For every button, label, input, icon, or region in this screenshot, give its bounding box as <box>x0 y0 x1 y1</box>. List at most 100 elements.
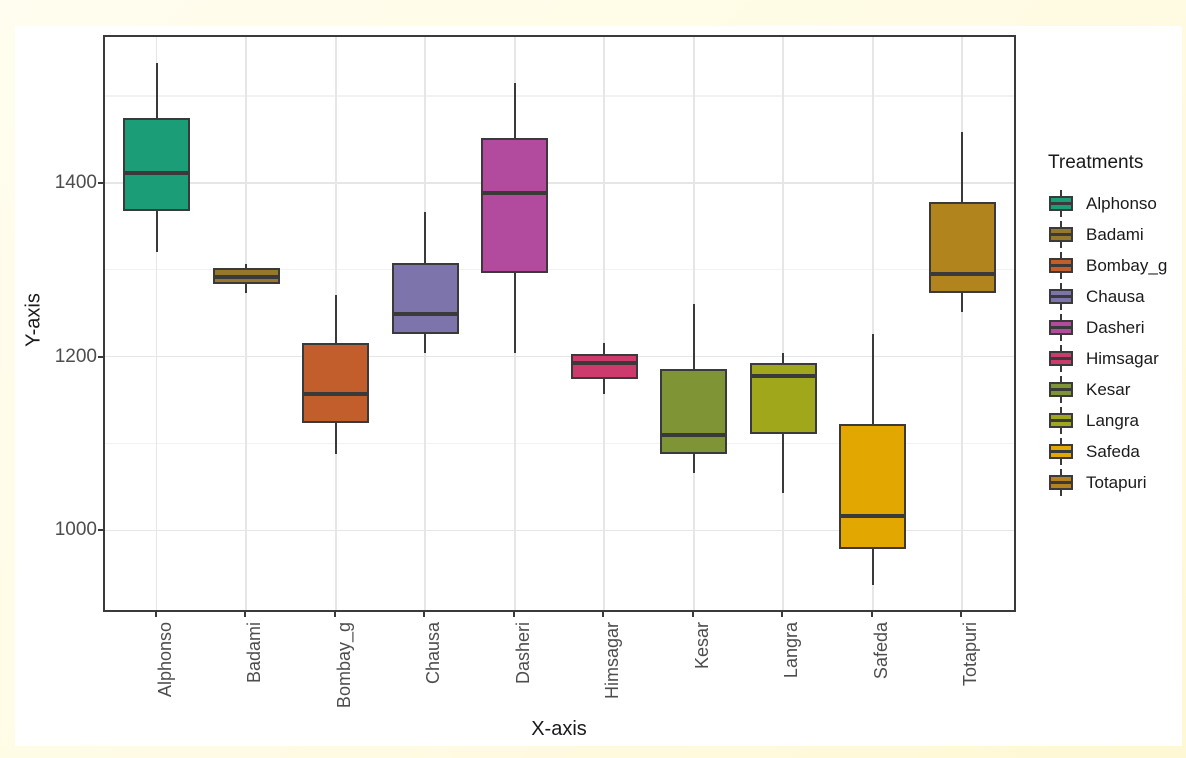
box-Kesar <box>660 368 728 454</box>
gridline-minor-1300 <box>105 269 1014 271</box>
legend-median-icon <box>1051 264 1071 267</box>
median-line-Dasheri <box>483 191 547 196</box>
box-Safeda <box>839 424 907 549</box>
legend-item-Badami: Badami <box>1046 219 1186 250</box>
legend-key-Safeda <box>1049 438 1073 465</box>
x-tick-label-Dasheri: Dasheri <box>512 622 533 685</box>
x-tick-Badami <box>244 612 247 617</box>
x-tick-label-Alphonso: Alphonso <box>154 622 175 698</box>
legend-key-Bombay_g <box>1049 252 1073 279</box>
chart-figure: 1000 1200 1400 Alphonso Badami Bombay_g Chausa… <box>15 26 1182 746</box>
legend-items: Alphonso Badami Bombay_g Chausa Dasheri Himsa… <box>1046 188 1186 498</box>
legend-item-Chausa: Chausa <box>1046 281 1186 312</box>
gridline-category-Totapuri <box>961 37 964 610</box>
y-axis-title: Y-axis <box>22 293 45 347</box>
legend-key-Dasheri <box>1049 314 1073 341</box>
legend-median-icon <box>1051 481 1071 484</box>
x-tick-Chausa <box>423 612 426 617</box>
x-tick-Dasheri <box>512 612 515 617</box>
median-line-Badami <box>214 274 278 279</box>
legend-key-Kesar <box>1049 376 1073 403</box>
legend-label-Alphonso: Alphonso <box>1086 193 1157 213</box>
legend-median-icon <box>1051 233 1071 236</box>
gridline-category-Himsagar <box>603 37 606 610</box>
x-tick-label-Langra: Langra <box>781 622 802 679</box>
y-tick-label-1400: 1400 <box>54 171 97 193</box>
legend-label-Bombay_g: Bombay_g <box>1086 255 1168 275</box>
x-tick-Alphonso <box>154 612 157 617</box>
legend-item-Alphonso: Alphonso <box>1046 188 1186 219</box>
legend-median-icon <box>1051 357 1071 360</box>
gridline-minor-1500 <box>105 95 1014 97</box>
legend-median-icon <box>1051 202 1071 205</box>
gridline-category-Langra <box>782 37 785 610</box>
gridline-category-Safeda <box>871 37 874 610</box>
gridline-major-1200 <box>105 355 1014 358</box>
median-line-Alphonso <box>125 171 189 176</box>
legend-key-Langra <box>1049 407 1073 434</box>
x-tick-label-Himsagar: Himsagar <box>602 622 623 700</box>
y-tick-1000 <box>98 529 103 532</box>
legend-title: Treatments <box>1048 152 1144 173</box>
legend-label-Safeda: Safeda <box>1086 441 1140 461</box>
median-line-Bombay_g <box>304 391 368 396</box>
y-tick-label-1200: 1200 <box>54 345 97 367</box>
x-tick-label-Bombay_g: Bombay_g <box>333 622 354 709</box>
legend-label-Himsagar: Himsagar <box>1086 348 1159 368</box>
legend-label-Chausa: Chausa <box>1086 286 1145 306</box>
legend-median-icon <box>1051 388 1071 391</box>
x-tick-Langra <box>781 612 784 617</box>
legend-item-Totapuri: Totapuri <box>1046 467 1186 498</box>
x-tick-label-Badami: Badami <box>244 622 265 684</box>
legend-item-Kesar: Kesar <box>1046 374 1186 405</box>
legend-median-icon <box>1051 419 1071 422</box>
legend-median-icon <box>1051 326 1071 329</box>
median-line-Himsagar <box>572 361 636 366</box>
box-Totapuri <box>928 201 996 294</box>
x-tick-Bombay_g <box>333 612 336 617</box>
box-Chausa <box>391 262 459 334</box>
x-tick-label-Safeda: Safeda <box>870 622 891 680</box>
median-line-Langra <box>751 373 815 378</box>
legend-item-Langra: Langra <box>1046 405 1186 436</box>
legend-median-icon <box>1051 450 1071 453</box>
gridline-major-1000 <box>105 529 1014 532</box>
x-tick-Himsagar <box>602 612 605 617</box>
gridline-major-1400 <box>105 181 1014 184</box>
legend-label-Langra: Langra <box>1086 410 1139 430</box>
legend-key-Chausa <box>1049 283 1073 310</box>
x-tick-Totapuri <box>960 612 963 617</box>
median-line-Safeda <box>841 513 905 518</box>
gridline-category-Alphonso <box>155 37 158 610</box>
x-tick-Kesar <box>691 612 694 617</box>
legend: Treatments Alphonso Badami Bombay_g Chausa D… <box>1046 152 1186 498</box>
x-axis-title: X-axis <box>531 718 587 740</box>
legend-item-Bombay_g: Bombay_g <box>1046 250 1186 281</box>
box-Dasheri <box>481 137 549 274</box>
gridline-category-Badami <box>245 37 247 610</box>
legend-label-Kesar: Kesar <box>1086 379 1131 399</box>
legend-key-Alphonso <box>1049 190 1073 217</box>
median-line-Kesar <box>662 432 726 437</box>
legend-key-Badami <box>1049 221 1073 248</box>
legend-label-Badami: Badami <box>1086 224 1144 244</box>
y-tick-1200 <box>98 355 103 358</box>
gridline-minor-1100 <box>105 442 1014 445</box>
plot-panel <box>103 35 1016 612</box>
x-tick-label-Chausa: Chausa <box>423 622 444 685</box>
x-tick-label-Totapuri: Totapuri <box>960 622 981 687</box>
x-tick-Safeda <box>870 612 873 617</box>
legend-key-Totapuri <box>1049 469 1073 496</box>
y-tick-label-1000: 1000 <box>54 519 97 541</box>
median-line-Totapuri <box>930 271 994 276</box>
legend-item-Dasheri: Dasheri <box>1046 312 1186 343</box>
legend-key-Himsagar <box>1049 345 1073 372</box>
x-tick-label-Kesar: Kesar <box>691 622 712 670</box>
y-tick-1400 <box>98 181 103 184</box>
median-line-Chausa <box>393 311 457 316</box>
box-Bombay_g <box>302 342 370 424</box>
box-Alphonso <box>123 117 191 212</box>
box-Himsagar <box>570 353 638 380</box>
legend-item-Safeda: Safeda <box>1046 436 1186 467</box>
